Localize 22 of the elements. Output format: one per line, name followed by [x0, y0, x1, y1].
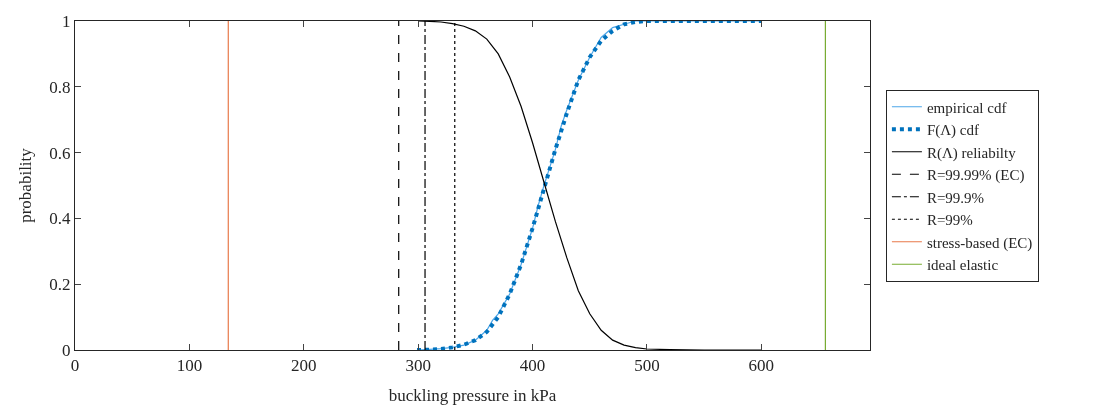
y-tick-label: 0.2	[49, 275, 71, 295]
legend-label: ideal elastic	[926, 257, 999, 274]
y-tick-label: 0.4	[49, 209, 72, 229]
legend-label: stress-based (EC)	[926, 234, 1033, 252]
legend-label: R(Λ) reliabilty	[926, 144, 1017, 162]
x-tick-label: 300	[405, 356, 431, 376]
x-tick-label: 400	[519, 356, 546, 376]
legend-label: empirical cdf	[926, 99, 1007, 116]
y-tick-label: 0	[62, 340, 71, 360]
legend-label: R=99.99% (EC)	[926, 167, 1025, 185]
legend-label: R=99%	[926, 212, 973, 229]
y-tick-label: 0.6	[49, 143, 71, 163]
y-tick-label: 0.8	[49, 77, 71, 97]
x-tick-label: 100	[176, 356, 203, 376]
x-tick-label: 500	[634, 356, 660, 376]
x-tick-label: 600	[748, 356, 775, 376]
legend-label: R=99.9%	[926, 189, 985, 206]
x-axis-title: buckling pressure in kPa	[388, 386, 557, 405]
x-tick-label: 200	[291, 356, 317, 376]
legend-label: F(Λ) cdf	[926, 122, 980, 140]
y-axis-title: probability	[16, 147, 35, 223]
y-tick-label: 1	[62, 11, 71, 31]
